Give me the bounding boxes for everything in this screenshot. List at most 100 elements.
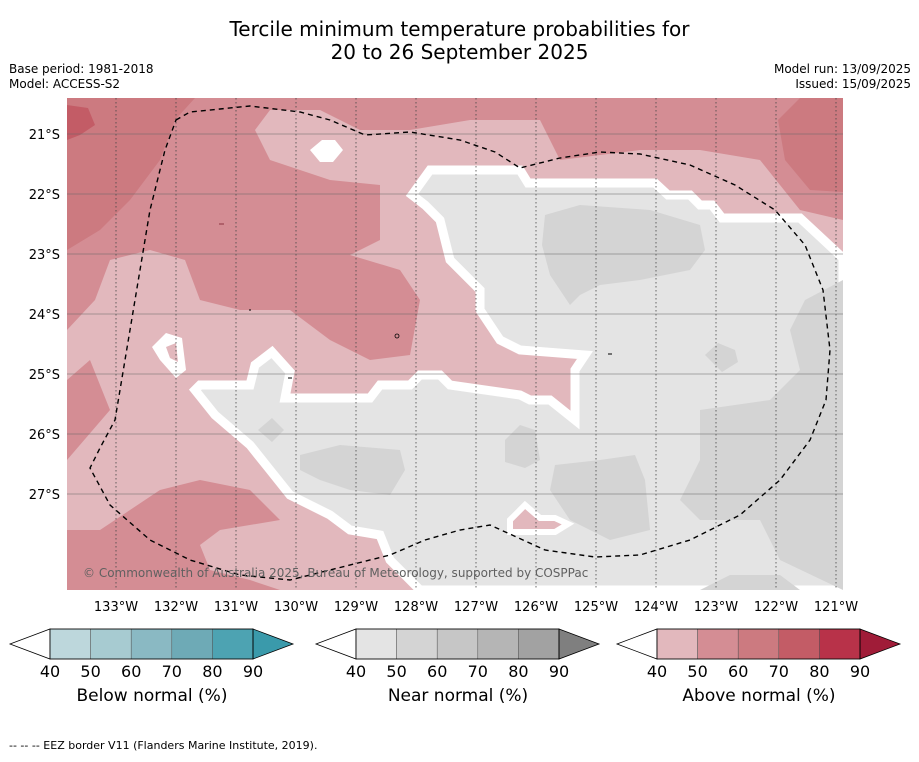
colorbars: 40 50 60 70 80 90 40 50 60 70 80 90 40 50 60 70 80 90: [8, 628, 902, 681]
field-above-50-west: [67, 360, 110, 460]
lon-label: 125°W: [574, 600, 618, 615]
colorbar-tick-label: 40: [647, 662, 667, 681]
colorbar-segment: [697, 628, 739, 660]
colorbar-segment: [212, 628, 254, 660]
colorbar-outline: [49, 628, 254, 660]
lat-label: 25°S: [29, 368, 60, 383]
colorbar-tick-label: 50: [687, 662, 707, 681]
field-above-40-island: [507, 500, 575, 535]
speck-1: [394, 333, 400, 339]
colorbar-tick-label: 50: [386, 662, 406, 681]
base-period: Base period: 1981-2018: [9, 62, 154, 76]
colorbar-over-triangle: [252, 628, 295, 660]
field-above-60-ne: [778, 98, 843, 192]
meta-right: Model run: 13/09/2025 Issued: 15/09/2025: [774, 62, 911, 92]
colorbar-segment: [396, 628, 438, 660]
field-white-island-1: [310, 140, 343, 162]
colorbar-under-triangle: [8, 628, 51, 660]
field-near-50-central: [300, 445, 405, 495]
colorbar-segment: [436, 628, 479, 660]
lat-label: 22°S: [29, 188, 60, 203]
eez-footnote: -- -- -- EEZ border V11 (Flanders Marine…: [9, 739, 318, 752]
colorbar-segment: [737, 628, 780, 660]
field-above-50-sw: [67, 480, 280, 590]
lon-label: 132°W: [154, 600, 198, 615]
colorbar-segment: [130, 628, 173, 660]
map-field: © Commonwealth of Australia 2025, Bureau…: [67, 98, 843, 590]
chart-title: Tercile minimum temperature probabilitie…: [0, 18, 919, 64]
colorbar-tick-label: 80: [809, 662, 829, 681]
field-near-50-se: [810, 462, 836, 495]
field-near-50-blob1: [505, 425, 540, 468]
field-near-50-blob2: [705, 343, 738, 372]
field-near-50-east: [680, 280, 843, 590]
lon-label: 130°W: [274, 600, 318, 615]
colorbar-segment: [90, 628, 132, 660]
colorbar-under-triangle: [314, 628, 357, 660]
colorbar-under-triangle: [615, 628, 658, 660]
meta-left: Base period: 1981-2018 Model: ACCESS-S2: [9, 62, 154, 92]
lon-label: 128°W: [394, 600, 438, 615]
colorbar-tick-label: 90: [243, 662, 263, 681]
lon-label: 122°W: [754, 600, 798, 615]
lon-label: 133°W: [94, 600, 138, 615]
below-normal-label: Below normal (%): [76, 686, 228, 706]
lon-labels: 133°W 132°W 131°W 130°W 129°W 128°W 127°…: [94, 600, 858, 615]
colorbar-tick-label: 60: [427, 662, 447, 681]
colorbar-segment: [477, 628, 519, 660]
colorbar-segment: [355, 628, 397, 660]
lon-label: 123°W: [694, 600, 738, 615]
title-line-2: 20 to 26 September 2025: [330, 40, 589, 64]
colorbar-outline: [656, 628, 861, 660]
below-normal-colorbar: 40 50 60 70 80 90: [8, 628, 295, 681]
colorbar-tick-label: 70: [468, 662, 488, 681]
lat-label: 27°S: [29, 488, 60, 503]
colorbar-tick-label: 60: [121, 662, 141, 681]
field-white-island-2: [152, 333, 186, 378]
colorbar-segment: [819, 628, 861, 660]
colorbar-segment: [518, 628, 560, 660]
model-name: Model: ACCESS-S2: [9, 77, 121, 91]
field-near-50-bottom: [700, 575, 800, 590]
lon-label: 124°W: [634, 600, 678, 615]
lat-labels: 21°S 22°S 23°S 24°S 25°S 26°S 27°S: [29, 128, 60, 503]
colorbar-tick-label: 80: [508, 662, 528, 681]
colorbar-tick-label: 50: [80, 662, 100, 681]
near-normal-colorbar: 40 50 60 70 80 90: [314, 628, 601, 681]
model-run: Model run: 13/09/2025: [773, 62, 911, 76]
field-near-50-ne: [542, 205, 705, 305]
colorbar-tick-label: 40: [40, 662, 60, 681]
field-near-50-blob3: [258, 418, 284, 442]
colorbar-tick-label: 70: [769, 662, 789, 681]
colorbar-tick-label: 40: [346, 662, 366, 681]
field-near-50-s: [550, 455, 650, 540]
above-normal-label: Above normal (%): [682, 686, 836, 706]
near-normal-label: Near normal (%): [387, 686, 529, 706]
colorbar-segment: [49, 628, 91, 660]
lon-label: 131°W: [214, 600, 258, 615]
lat-label: 21°S: [29, 128, 60, 143]
lat-label: 23°S: [29, 248, 60, 263]
issued-date: Issued: 15/09/2025: [795, 77, 911, 91]
above-normal-colorbar: 40 50 60 70 80 90: [615, 628, 902, 681]
colorbar-tick-label: 80: [202, 662, 222, 681]
copyright-text: © Commonwealth of Australia 2025, Bureau…: [83, 566, 588, 580]
colorbar-segment: [171, 628, 213, 660]
lon-label: 129°W: [334, 600, 378, 615]
field-above-60-nw: [67, 98, 195, 250]
title-line-1: Tercile minimum temperature probabilitie…: [229, 17, 690, 41]
colorbar-segment: [778, 628, 820, 660]
lat-label: 26°S: [29, 428, 60, 443]
colorbar-tick-label: 90: [549, 662, 569, 681]
lon-label: 121°W: [814, 600, 858, 615]
colorbar-tick-label: 60: [728, 662, 748, 681]
colorbar-over-triangle: [558, 628, 601, 660]
colorbar-tick-label: 90: [850, 662, 870, 681]
field-above-40-island-2: [166, 343, 178, 362]
colorbar-segment: [656, 628, 698, 660]
colorbar-tick-label: 70: [162, 662, 182, 681]
lat-gridlines: [67, 133, 843, 495]
colorbar-outline: [355, 628, 560, 660]
